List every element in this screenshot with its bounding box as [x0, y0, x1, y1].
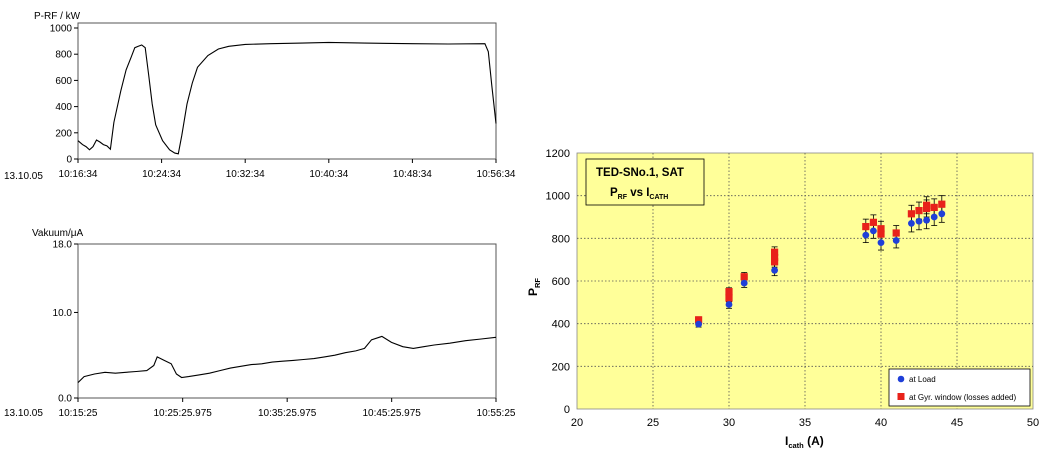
vacuum-ytick-label: 10.0	[53, 308, 73, 319]
scatter-ytick-label: 800	[552, 233, 570, 245]
scatter-xtick-label: 35	[799, 417, 811, 429]
legend-box	[888, 368, 1031, 407]
scatter-point-window	[771, 253, 779, 262]
scatter-ytick-label: 1200	[546, 148, 570, 160]
vacuum-plot-area	[77, 243, 497, 399]
legend-load-marker	[897, 375, 905, 383]
scatter-title: TED-SNo.1, SAT	[596, 167, 684, 179]
scatter-point-load	[862, 231, 870, 239]
scatter-point-load	[915, 217, 923, 225]
scatter-ytick-label: 1000	[546, 191, 570, 203]
scatter-point-load	[930, 213, 938, 221]
scatter-point-load	[695, 320, 702, 328]
power-xtick-label: 10:56:34	[477, 169, 516, 180]
power-xtick-label: 10:40:34	[309, 169, 348, 180]
power-ytick-label: 0	[66, 155, 72, 166]
power-date-label: 13.10.05	[4, 171, 43, 182]
scatter-point-window	[923, 201, 931, 209]
scatter-legend: at Load at Gyr. window (losses added)	[888, 368, 1031, 407]
power-ytick-label: 600	[55, 76, 72, 87]
vacuum-chart: Vakuum/μA 0.0 10.0 18.0 10:15:25 10:25:25.9…	[4, 228, 516, 419]
scatter-point-window	[740, 273, 748, 281]
scatter-point-window	[725, 288, 733, 296]
scatter-xtick-label: 40	[875, 417, 887, 429]
scatter-xtick-label: 45	[951, 417, 963, 429]
scatter-point-load	[908, 220, 915, 227]
scatter-point-window	[877, 225, 885, 233]
scatter-point-window	[862, 223, 870, 231]
power-plot-area	[77, 22, 497, 160]
scatter-point-window	[892, 229, 900, 237]
scatter-point-window	[771, 248, 779, 256]
power-chart: P-RF / kW 0 200 400 600 800 1000 10:16:34 10:2…	[4, 11, 516, 182]
scatter-point-window	[725, 294, 733, 302]
scatter-point-load	[725, 301, 733, 308]
scatter-point-load	[923, 216, 930, 224]
scatter-point-window	[869, 218, 877, 226]
scatter-point-window	[695, 316, 703, 324]
scatter-xtick-label: 30	[723, 417, 735, 429]
vacuum-chart-ylabel: Vakuum/μA	[32, 228, 83, 239]
power-xtick-label: 10:24:34	[142, 169, 181, 180]
scatter-xtick-label: 50	[1027, 417, 1039, 429]
power-ytick-label: 1000	[50, 24, 73, 35]
subtitle-mid: vs	[627, 187, 646, 199]
ylabel-sub: RF	[533, 278, 542, 288]
scatter-point-window	[938, 200, 946, 208]
scatter-xtick-label: 20	[571, 417, 583, 429]
legend-load-label: at Load	[909, 375, 936, 384]
scatter-point-window	[771, 258, 779, 266]
scatter-point-load	[892, 237, 900, 244]
vacuum-date-label: 13.10.05	[4, 408, 43, 419]
scatter-point-load	[771, 266, 778, 274]
scatter-point-load	[870, 227, 877, 235]
power-xtick-label: 10:48:34	[393, 169, 432, 180]
power-chart-ylabel: P-RF / kW	[34, 11, 81, 22]
scatter-point-window	[907, 210, 915, 218]
subtitle-i: I	[646, 187, 649, 199]
scatter-point-load	[877, 239, 885, 247]
subtitle-p-sub: RF	[618, 194, 628, 201]
scatter-ytick-label: 200	[552, 361, 570, 373]
scatter-ytick-label: 0	[564, 404, 570, 416]
subtitle-p: P	[610, 187, 618, 199]
prf-scatter-chart: 0 200 400 600 800 1000 1200 20 25 30 35 40 45 50 TED…	[526, 148, 1039, 450]
vacuum-xtick-label: 10:55:25	[477, 408, 516, 419]
scatter-subtitle: PRF vs ICATH	[610, 187, 668, 201]
scatter-point-load	[938, 210, 946, 218]
scatter-ylabel: PRF	[526, 278, 542, 296]
scatter-ytick-label: 600	[552, 276, 570, 288]
power-ytick-label: 800	[55, 50, 72, 61]
scatter-xtick-label: 25	[647, 417, 659, 429]
vacuum-xtick-label: 10:15:25	[59, 408, 98, 419]
vacuum-ytick-label: 18.0	[53, 240, 73, 251]
scatter-point-load	[740, 279, 748, 287]
scatter-point-window	[915, 207, 923, 215]
legend-window-label: at Gyr. window (losses added)	[909, 393, 1016, 402]
power-ytick-label: 200	[55, 128, 72, 139]
power-xtick-label: 10:32:34	[226, 169, 265, 180]
xlabel-main: I	[785, 434, 788, 448]
vacuum-xtick-label: 10:25:25.975	[153, 408, 212, 419]
ylabel-main: P	[526, 288, 540, 296]
scatter-xlabel: Icath (A)	[785, 434, 824, 450]
power-series-line	[77, 41, 497, 155]
subtitle-i-sub: CATH	[649, 194, 668, 201]
vacuum-xtick-label: 10:35:25.975	[258, 408, 317, 419]
power-ytick-label: 400	[55, 102, 72, 113]
scatter-title-box	[585, 158, 705, 206]
vacuum-series-line	[77, 335, 497, 383]
xlabel-sub: cath	[788, 441, 804, 450]
vacuum-xtick-label: 10:45:25.975	[362, 408, 421, 419]
xlabel-unit: (A)	[804, 434, 824, 448]
scatter-ytick-label: 400	[552, 319, 570, 331]
vacuum-ytick-label: 0.0	[58, 394, 72, 405]
scatter-point-window	[930, 203, 938, 211]
scatter-point-window	[877, 230, 885, 238]
power-xtick-label: 10:16:34	[59, 169, 98, 180]
legend-window-marker	[897, 393, 905, 400]
